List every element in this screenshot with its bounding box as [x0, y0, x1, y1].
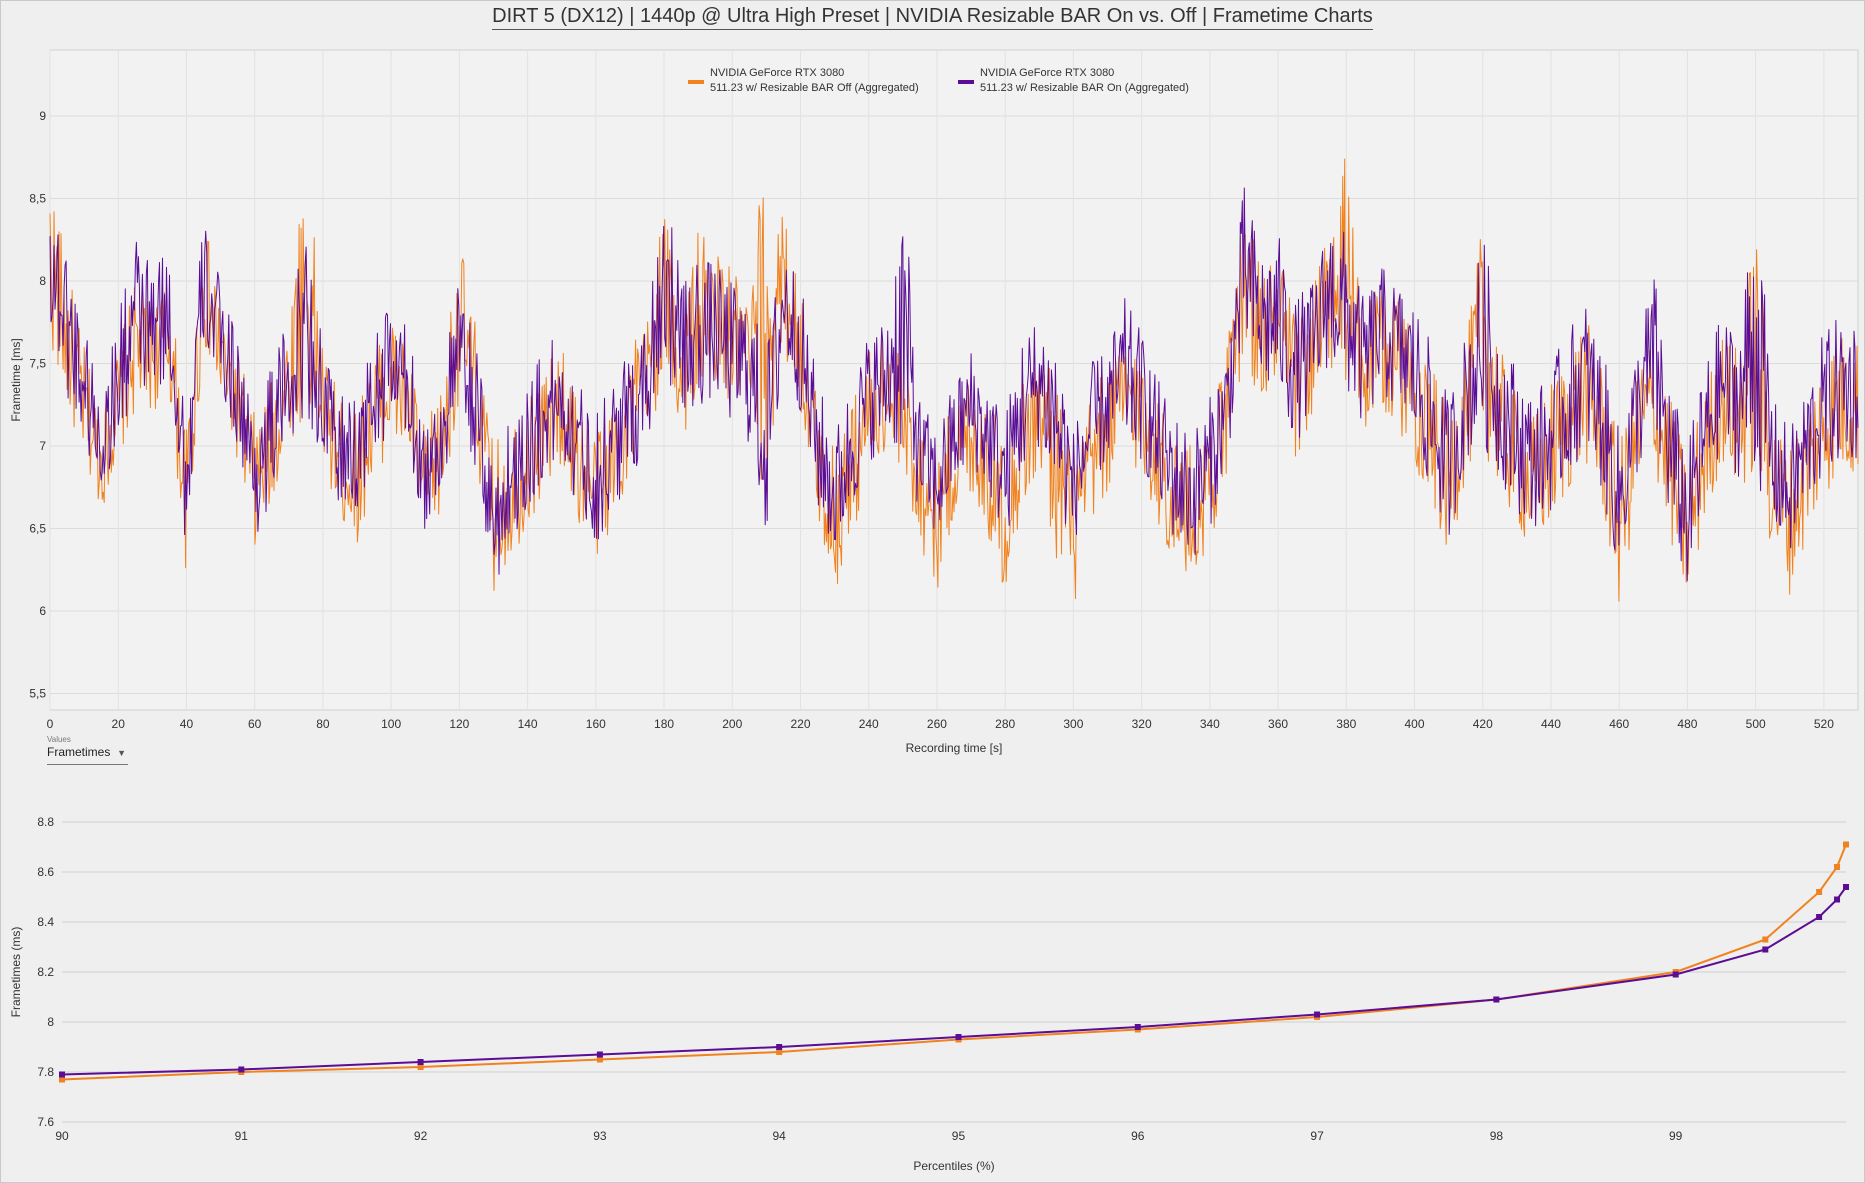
x-tick-label: 99 — [1669, 1129, 1683, 1143]
values-caption: Values — [47, 735, 71, 744]
y-tick-label: 8.2 — [37, 965, 54, 979]
y-tick-label: 8 — [39, 274, 46, 288]
frametime-series-bar-on — [49, 187, 1859, 582]
page-title: DIRT 5 (DX12) | 1440p @ Ultra High Prese… — [0, 5, 1865, 30]
x-tick-label: 100 — [381, 717, 401, 731]
x-tick-label: 220 — [790, 717, 810, 731]
y-tick-label: 8,5 — [29, 192, 46, 206]
x-tick-label: 340 — [1200, 717, 1220, 731]
x-tick-label: 320 — [1132, 717, 1152, 731]
percentile-point — [59, 1076, 65, 1083]
y-tick-label: 8.8 — [37, 815, 54, 829]
y-tick-label: 8 — [47, 1015, 54, 1029]
x-tick-label: 0 — [47, 717, 54, 731]
x-tick-label: 140 — [518, 717, 538, 731]
x-tick-label: 93 — [593, 1129, 607, 1143]
chevron-down-icon[interactable]: ▼ — [117, 748, 126, 758]
x-tick-label: 480 — [1677, 717, 1697, 731]
values-dropdown-label: Frametimes — [47, 745, 111, 759]
legend-swatch — [958, 80, 974, 84]
percentile-point — [776, 1049, 783, 1055]
percentile-point — [1134, 1024, 1141, 1030]
y-tick-label: 7,5 — [29, 357, 46, 371]
percentile-point — [238, 1066, 245, 1073]
percentile-point — [417, 1064, 424, 1070]
y-tick-label: 8.6 — [37, 865, 54, 879]
x-tick-label: 94 — [773, 1129, 787, 1143]
x-tick-label: 92 — [414, 1129, 428, 1143]
x-tick-label: 80 — [316, 717, 330, 731]
x-tick-label: 400 — [1405, 717, 1425, 731]
percentile-point — [1816, 914, 1823, 920]
x-tick-label: 520 — [1814, 717, 1834, 731]
x-tick-label: 20 — [112, 717, 126, 731]
y-tick-label: 5,5 — [29, 687, 46, 701]
x-tick-label: 380 — [1336, 717, 1356, 731]
x-tick-label: 260 — [927, 717, 947, 731]
x-tick-label: 180 — [654, 717, 674, 731]
frametime-series-bar-off — [49, 158, 1859, 602]
x-tick-label: 91 — [235, 1129, 249, 1143]
y-tick-label: 6,5 — [29, 522, 46, 536]
x-tick-label: 120 — [449, 717, 469, 731]
percentile-point — [1672, 971, 1679, 978]
x-tick-label: 300 — [1063, 717, 1083, 731]
percentile-point — [1834, 864, 1841, 870]
y-tick-label: 9 — [39, 109, 46, 123]
x-tick-label: 95 — [952, 1129, 966, 1143]
percentile-point — [1493, 996, 1500, 1003]
percentile-point — [417, 1059, 424, 1065]
percentile-point — [1843, 841, 1849, 848]
y-axis-label: Frametimes (ms) — [9, 927, 23, 1018]
percentile-line-bar-on — [61, 886, 1847, 1076]
x-tick-label: 96 — [1131, 1129, 1145, 1143]
percentile-point — [1816, 889, 1823, 895]
percentile-point — [1762, 946, 1769, 953]
percentile-point — [59, 1071, 65, 1078]
plot-area-frametime — [49, 49, 1859, 711]
x-tick-label: 200 — [722, 717, 742, 731]
x-tick-label: 460 — [1609, 717, 1629, 731]
values-dropdown[interactable]: Frametimes ▼ — [47, 745, 128, 765]
percentile-point — [596, 1056, 603, 1063]
percentile-point — [1314, 1011, 1321, 1018]
legend-label: NVIDIA GeForce RTX 3080 — [710, 67, 844, 79]
y-tick-label: 7.6 — [37, 1115, 54, 1129]
percentile-line-bar-off — [61, 844, 1847, 1081]
x-tick-label: 40 — [180, 717, 194, 731]
title-text: DIRT 5 (DX12) | 1440p @ Ultra High Prese… — [492, 5, 1373, 30]
percentile-point — [776, 1044, 783, 1050]
legend-label: NVIDIA GeForce RTX 3080 — [980, 67, 1114, 79]
percentile-point — [1762, 936, 1769, 943]
percentile-point — [1834, 896, 1841, 903]
y-axis-label: Frametime [ms] — [9, 338, 23, 421]
percentile-point — [596, 1051, 603, 1058]
x-tick-label: 500 — [1746, 717, 1766, 731]
x-tick-label: 420 — [1473, 717, 1493, 731]
y-tick-label: 6 — [39, 604, 46, 618]
x-tick-label: 60 — [248, 717, 262, 731]
y-tick-label: 8.4 — [37, 915, 54, 929]
x-tick-label: 90 — [55, 1129, 69, 1143]
x-axis-label: Percentiles (%) — [913, 1159, 994, 1173]
y-tick-label: 7 — [39, 439, 46, 453]
percentile-point — [1843, 884, 1849, 890]
x-tick-label: 360 — [1268, 717, 1288, 731]
x-tick-label: 240 — [859, 717, 879, 731]
x-tick-label: 440 — [1541, 717, 1561, 731]
legend-label: 511.23 w/ Resizable BAR Off (Aggregated) — [710, 82, 919, 94]
x-tick-label: 98 — [1490, 1129, 1504, 1143]
x-tick-label: 97 — [1310, 1129, 1324, 1143]
x-tick-label: 280 — [995, 717, 1015, 731]
legend-label: 511.23 w/ Resizable BAR On (Aggregated) — [980, 82, 1189, 94]
x-tick-label: 160 — [586, 717, 606, 731]
x-axis-label: Recording time [s] — [906, 741, 1003, 755]
percentile-point — [955, 1034, 962, 1040]
y-tick-label: 7.8 — [37, 1065, 54, 1079]
legend-swatch — [688, 80, 704, 84]
